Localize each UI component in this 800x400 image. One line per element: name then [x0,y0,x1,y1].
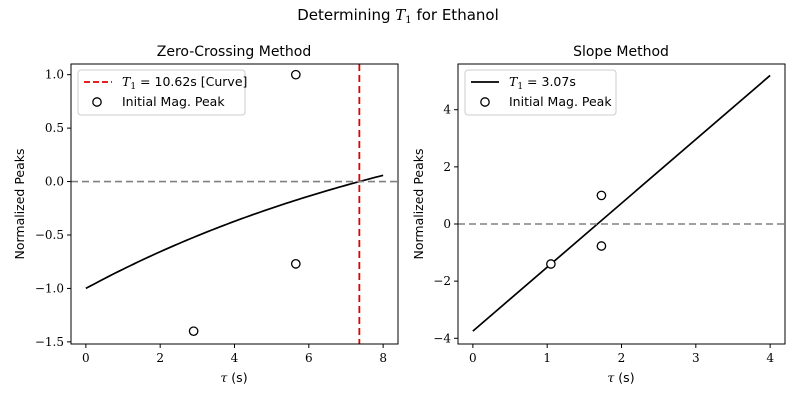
slope-xlabel: τ (s) [607,370,634,385]
slope-title: Slope Method [573,44,669,60]
slope-ytick-label: −4 [433,331,451,345]
zero-crossing-title: Zero-Crossing Method [157,44,312,60]
slope-legend-line-label: T1 = 3.07s [509,74,576,92]
slope-legend-line-value: = 3.07s [523,74,576,89]
zero-crossing-xlabel: τ (s) [220,370,247,385]
zero-crossing-legend-vline-label: T1 = 10.62s [Curve] [122,74,247,92]
slope-legend: T1 = 3.07s Initial Mag. Peak [464,69,617,116]
zero-crossing-xtick-label: 6 [305,351,313,365]
slope-fit-line [472,74,771,332]
zero-crossing-ytick-label: −1.5 [35,335,64,349]
figure-title: Determining T1 for Ethanol [297,6,499,26]
zero-crossing-plot-area [71,64,398,344]
slope-ytick-label: 4 [443,103,451,117]
slope-legend-line-symbol: T [509,74,519,89]
zero-crossing-xtick-label: 8 [379,351,387,365]
zero-crossing-legend: T1 = 10.62s [Curve] Initial Mag. Peak [77,69,247,116]
slope-xtick-label: 4 [766,351,774,365]
slope-legend-scatter-label: Initial Mag. Peak [509,94,612,109]
figure-title-subscript: 1 [405,15,411,26]
zero-crossing-peak-point [290,69,301,80]
zero-crossing-peak-point [290,258,301,269]
slope-xtick-label: 1 [543,351,551,365]
zero-crossing-ytick-label: −0.5 [35,228,64,242]
zero-crossing-peak-point [188,326,199,337]
slope-legend-line-subscript: 1 [517,82,523,92]
zero-crossing-xtick-label: 4 [231,351,239,365]
zero-crossing-ytick-label: 1.0 [45,68,64,82]
slope-plot-area [458,74,785,332]
zero-crossing-ylabel: Normalized Peaks [12,148,27,259]
slope-xlabel-symbol: τ [607,370,615,385]
zero-crossing-legend-scatter-label: Initial Mag. Peak [122,94,225,109]
zero-crossing-legend-vline-symbol: T [122,74,132,89]
figure-title-suffix: for Ethanol [412,6,499,24]
slope-peak-point [596,190,607,201]
figure-title-symbol: T [395,6,406,24]
slope-peak-point [546,259,556,269]
slope-ylabel: Normalized Peaks [411,148,426,259]
slope-xtick-label: 3 [692,351,700,365]
slope-legend-scatter-swatch [480,97,490,107]
slope-xlabel-unit: (s) [614,370,634,385]
slope-peak-point [596,241,607,251]
slope-xtick-label: 2 [618,351,626,365]
slope-legend-box [464,69,617,116]
zero-crossing-ytick-label: 0.5 [45,121,64,135]
zero-crossing-xlabel-symbol: τ [220,370,228,385]
zero-crossing-ytick-label: −1.0 [35,281,64,295]
zero-crossing-xtick-label: 0 [82,351,90,365]
slope-ytick-label: 2 [443,160,451,174]
slope-panel: Slope Method 0 1 2 3 4 −4 −2 0 2 4 τ (s) Normaliz… [411,44,786,385]
slope-ytick-label: 0 [443,217,451,231]
slope-xtick-label: 0 [469,351,477,365]
zero-crossing-legend-vline-subscript: 1 [130,82,136,92]
zero-crossing-legend-vline-value: = 10.62s [Curve] [136,74,247,89]
zero-crossing-fit-curve [85,174,384,290]
zero-crossing-xlabel-unit: (s) [227,370,247,385]
figure-title-prefix: Determining [297,6,395,24]
zero-crossing-legend-scatter-swatch [92,97,102,107]
zero-crossing-ytick-label: 0.0 [45,175,64,189]
zero-crossing-panel: Zero-Crossing Method 0 2 4 6 8 −1.5 −1.0 −0.5 0.… [12,44,399,385]
zero-crossing-legend-box [77,69,246,116]
slope-ytick-label: −2 [433,274,451,288]
zero-crossing-xtick-label: 2 [156,351,164,365]
